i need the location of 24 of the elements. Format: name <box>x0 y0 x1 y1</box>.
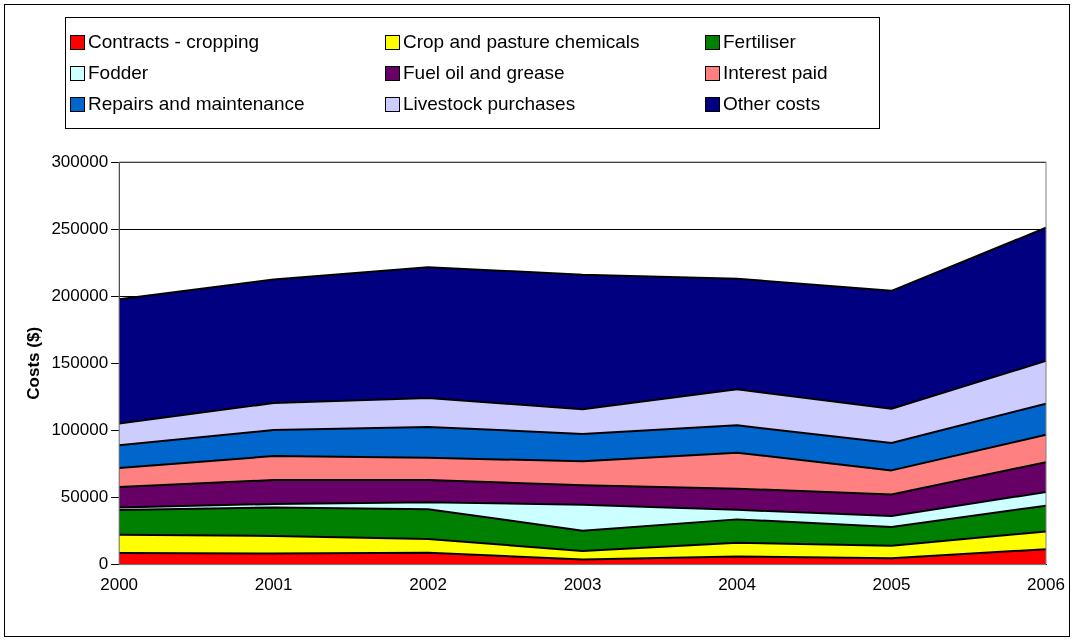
legend-label: Fodder <box>88 62 149 84</box>
y-tick-label: 200000 <box>51 285 109 305</box>
y-tick-label: 100000 <box>51 420 109 440</box>
legend-label: Interest paid <box>723 62 828 84</box>
legend-label: Livestock purchases <box>403 93 576 115</box>
legend-label: Repairs and maintenance <box>88 93 305 115</box>
legend-label: Fertiliser <box>723 31 796 53</box>
y-tick-label: 150000 <box>51 352 109 372</box>
legend-label: Contracts - cropping <box>88 31 260 53</box>
x-tick-label: 2000 <box>100 575 139 595</box>
y-tick-label: 50000 <box>60 487 109 507</box>
legend-label: Fuel oil and grease <box>403 62 565 84</box>
y-tick-label: 0 <box>98 554 109 574</box>
y-tick-label: 300000 <box>51 151 109 171</box>
x-tick-label: 2001 <box>254 575 293 595</box>
x-tick-label: 2006 <box>1027 575 1065 595</box>
x-tick-label: 2004 <box>718 575 756 595</box>
y-tick-label: 250000 <box>51 218 109 238</box>
legend-label: Crop and pasture chemicals <box>403 31 640 53</box>
legend-label: Other costs <box>723 93 821 115</box>
x-tick-label: 2002 <box>409 575 447 595</box>
x-tick-label: 2003 <box>563 575 602 595</box>
x-tick-label: 2005 <box>872 575 911 595</box>
y-axis-title: Costs ($) <box>23 326 43 400</box>
